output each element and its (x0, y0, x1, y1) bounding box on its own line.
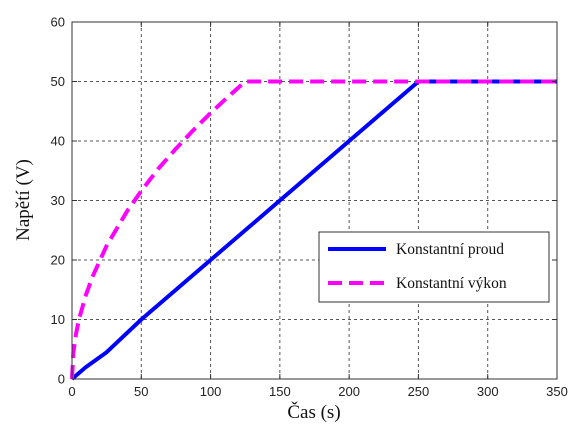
x-axis-title: Čas (s) (287, 401, 340, 423)
y-tick-label: 0 (58, 372, 65, 387)
x-tick-label: 300 (477, 384, 499, 399)
x-tick-label: 350 (546, 384, 568, 399)
x-tick-label: 50 (134, 384, 148, 399)
y-tick-label: 30 (51, 193, 65, 208)
y-axis-title: Napětí (V) (13, 159, 34, 241)
tick-labels: 0 50 100 150 200 250 300 350 0 10 20 30 40 50 60 (51, 15, 568, 400)
x-tick-label: 150 (269, 384, 291, 399)
axis-ticks (71, 21, 558, 380)
legend: Konstantní proud Konstantní výkon (318, 231, 550, 303)
series-line-konstantni-vykon (70, 79, 557, 380)
y-tick-label: 10 (51, 312, 65, 327)
y-tick-label: 20 (51, 253, 65, 268)
y-tick-label: 40 (51, 134, 65, 149)
x-tick-label: 200 (338, 384, 360, 399)
x-tick-label: 250 (408, 384, 430, 399)
grid (72, 22, 557, 379)
x-tick-label: 100 (200, 384, 222, 399)
y-tick-label: 60 (51, 15, 65, 30)
legend-box (318, 231, 550, 303)
y-tick-label: 50 (51, 74, 65, 89)
legend-label-konstantni-proud: Konstantní proud (396, 241, 504, 258)
x-tick-label: 0 (68, 384, 75, 399)
legend-label-konstantni-vykon: Konstantní výkon (396, 275, 507, 292)
series-group (70, 79, 557, 381)
